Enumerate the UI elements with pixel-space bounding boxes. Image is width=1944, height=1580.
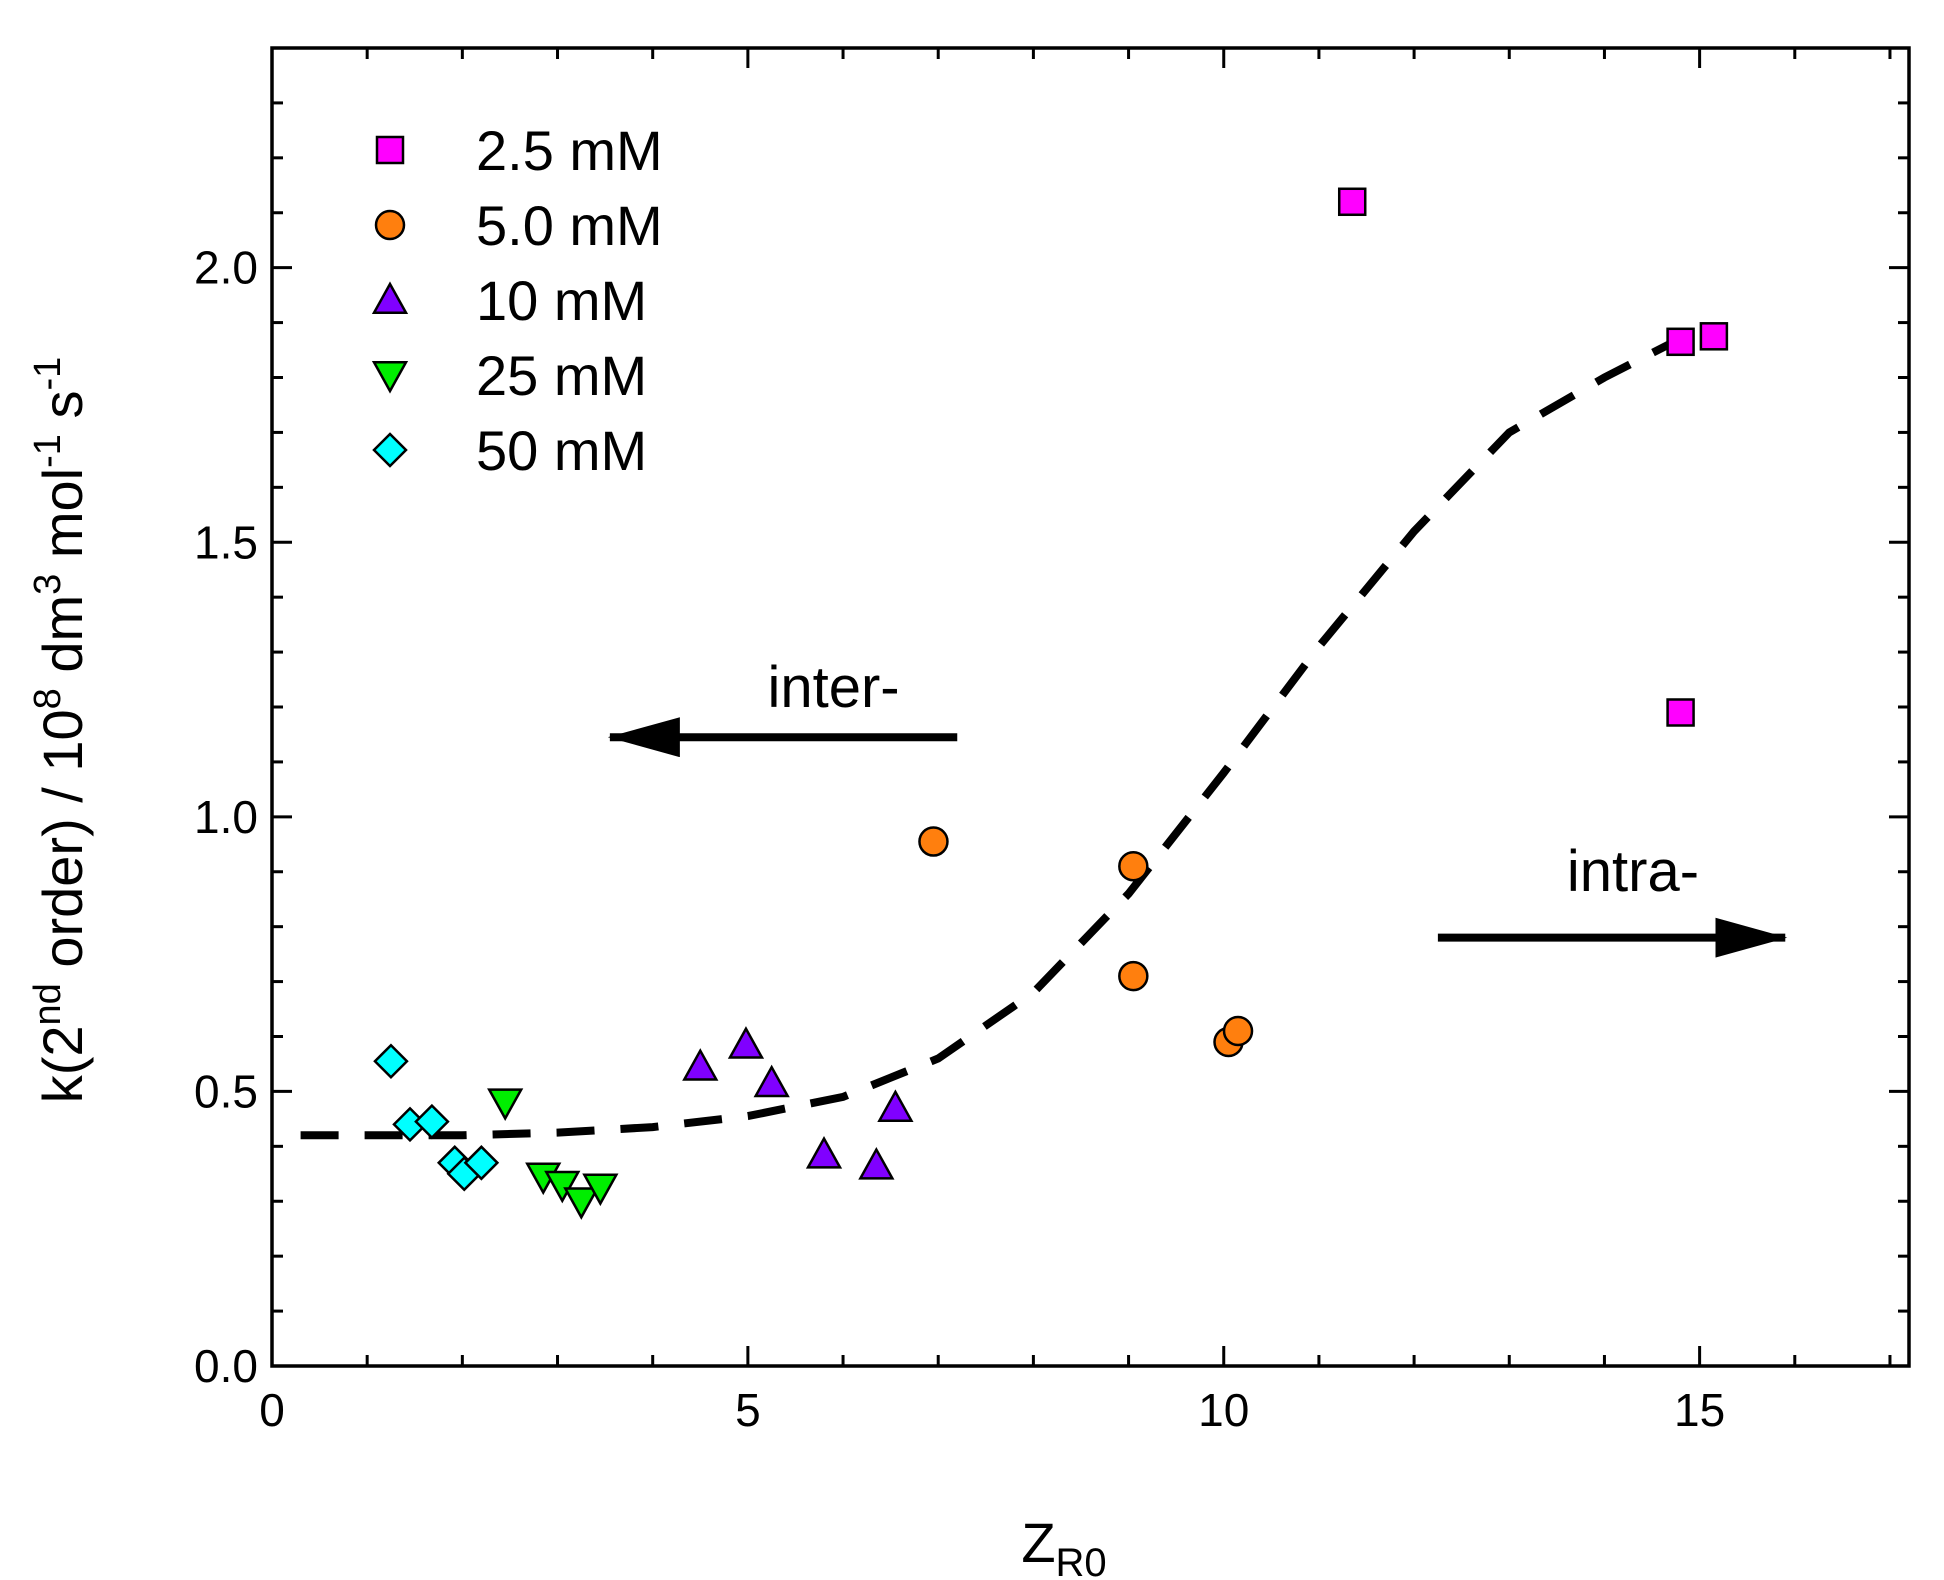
- y-title-sup-2: 8: [27, 688, 69, 709]
- data-point-5-0-mm: [1118, 851, 1149, 882]
- data-point-10-mm: [753, 1064, 790, 1098]
- data-point-10-mm: [682, 1048, 719, 1081]
- x-tick-label: 10: [1198, 1384, 1249, 1436]
- y-tick-label: 1.0: [194, 791, 258, 843]
- data-point-5-0-mm: [1118, 960, 1149, 992]
- legend-marker-5-0-mm: [374, 209, 406, 241]
- y-title-part-4: mol: [31, 468, 94, 574]
- legend-label-5-0-mm: 5.0 mM: [476, 194, 663, 257]
- legend-label-25-mm: 25 mM: [476, 344, 647, 407]
- x-tick-label: 0: [259, 1384, 285, 1436]
- fit-curve-layer: [300, 330, 1692, 1140]
- x-tick-label: 15: [1674, 1384, 1725, 1436]
- legend-marker-25-mm: [371, 360, 409, 394]
- fit-curve: [300, 330, 1692, 1140]
- data-point-10-mm: [805, 1135, 843, 1169]
- data-point-50-mm: [373, 1043, 409, 1079]
- data-point-50-mm: [414, 1103, 450, 1140]
- data-point-2-5-mm: [1699, 322, 1729, 351]
- data-point-10-mm: [727, 1026, 765, 1059]
- data-point-25-mm: [487, 1088, 524, 1121]
- y-title-part-3: dm: [31, 595, 94, 688]
- y-title-sup-4: -1: [27, 434, 69, 468]
- legend: 2.5 mM 5.0 mM 10 mM 25 mM 50 mM: [371, 119, 663, 482]
- y-title-part-1: k(2: [31, 1025, 94, 1103]
- annotations: inter-intra-: [607, 655, 1788, 958]
- data-point-2-5-mm: [1666, 698, 1695, 727]
- axis-ticks: [270, 46, 1909, 1368]
- legend-marker-50-mm: [372, 432, 408, 468]
- legend-marker-10-mm: [371, 281, 409, 315]
- x-tick-label: 5: [735, 1384, 761, 1436]
- y-title-part-2: order) / 10: [31, 709, 94, 983]
- data-point-5-0-mm: [918, 826, 949, 857]
- data-point-2-5-mm: [1337, 187, 1367, 217]
- y-tick-label: 0.5: [194, 1065, 258, 1117]
- y-title-sup-1: nd: [27, 983, 69, 1025]
- x-axis-title-sub: R0: [1056, 1541, 1107, 1580]
- y-axis-title: k(2nd order) / 108 dm3 mol-1 s-1: [27, 357, 94, 1104]
- data-point-5-0-mm: [1222, 1015, 1254, 1047]
- data-point-50-mm: [463, 1145, 500, 1181]
- y-title-sup-5: -1: [27, 357, 69, 391]
- data-point-2-5-mm: [1666, 327, 1695, 357]
- x-axis-title-main: Z: [1021, 1511, 1055, 1574]
- y-title-sup-3: 3: [27, 574, 69, 595]
- data-point-25-mm: [582, 1173, 619, 1207]
- axis-tick-labels: 0 5 10 15 0.0 0.5 1.0 1.5 2.0: [194, 242, 1725, 1436]
- legend-label-50-mm: 50 mM: [476, 419, 647, 482]
- data-point-10-mm: [877, 1089, 914, 1122]
- y-title-part-5: s: [31, 391, 94, 435]
- legend-marker-2-5-mm: [375, 135, 405, 165]
- legend-label-2-5-mm: 2.5 mM: [476, 119, 663, 182]
- annotation-label: inter-: [767, 655, 899, 720]
- y-tick-label: 1.5: [194, 516, 258, 568]
- x-axis-title: ZR0: [1021, 1511, 1106, 1580]
- annotation-label: intra-: [1567, 839, 1699, 904]
- data-point-25-mm: [563, 1187, 600, 1220]
- data-points-layer: [373, 187, 1729, 1220]
- legend-label-10-mm: 10 mM: [476, 269, 647, 332]
- data-point-25-mm: [544, 1170, 581, 1204]
- y-tick-label: 2.0: [194, 242, 258, 294]
- data-point-10-mm: [858, 1146, 895, 1180]
- y-tick-label: 0.0: [194, 1340, 258, 1392]
